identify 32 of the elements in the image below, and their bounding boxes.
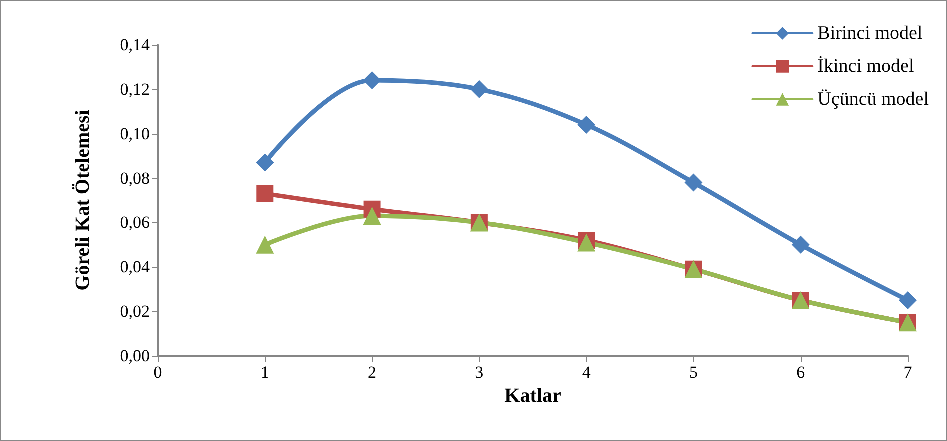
point — [792, 236, 810, 254]
y-tick-label: 0,02 — [120, 302, 150, 322]
point — [256, 236, 274, 254]
point — [256, 154, 274, 172]
x-tick-label: 2 — [368, 363, 377, 382]
x-tick-label: 0 — [154, 363, 162, 382]
y-tick-label: 0,12 — [120, 80, 150, 99]
x-tick-label: 4 — [582, 363, 592, 382]
x-tick-label: 1 — [260, 363, 270, 382]
point — [578, 234, 596, 252]
x-axis-title: Katlar — [504, 384, 562, 407]
point — [363, 72, 382, 90]
point — [684, 174, 703, 192]
y-tick-label: 0,14 — [120, 36, 150, 54]
x-tick-label: 7 — [904, 363, 913, 382]
legend-label: Birinci model — [818, 23, 923, 44]
x-tick-label: 3 — [475, 363, 484, 382]
y-tick-label: 0,06 — [120, 213, 150, 232]
legend-label: Üçüncü model — [818, 89, 929, 110]
x-tick-label: 5 — [689, 363, 698, 382]
y-tick-label: 0,04 — [120, 258, 150, 277]
legend-label: İkinci model — [818, 56, 914, 77]
point — [578, 116, 596, 134]
point — [899, 291, 917, 310]
y-tick-label: 0,10 — [120, 124, 150, 144]
point — [256, 185, 274, 202]
y-axis-title: Göreli Kat Ötelemesi — [72, 110, 94, 291]
y-tick-label: 0,08 — [120, 168, 150, 188]
point — [363, 207, 382, 226]
y-tick-label: 0,00 — [120, 346, 150, 366]
x-tick-label: 6 — [796, 363, 806, 382]
point — [470, 80, 488, 98]
